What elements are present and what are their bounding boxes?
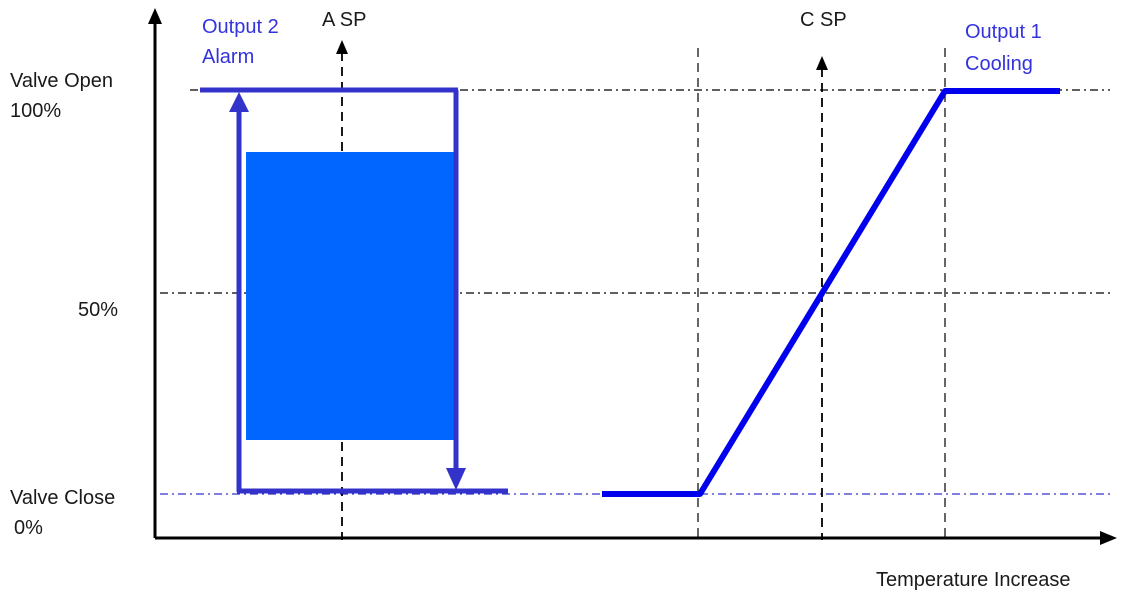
y-label-valve-open: Valve Open: [10, 70, 113, 92]
y-label-50: 50%: [78, 299, 118, 321]
cooling-output-line: [602, 88, 1060, 497]
y-label-valve-close: Valve Close: [10, 487, 115, 509]
a-sp-label: A SP: [322, 9, 366, 31]
x-axis-label: Temperature Increase: [876, 569, 1071, 591]
alarm-down-arrow-icon: [446, 468, 466, 490]
y-label-0: 0%: [14, 517, 43, 539]
y-label-100: 100%: [10, 100, 61, 122]
c-sp-label: C SP: [800, 9, 847, 31]
a-sp-arrow-icon: [336, 40, 348, 54]
output2-label-line2: Alarm: [202, 46, 254, 68]
output1-label-line1: Output 1: [965, 21, 1042, 43]
y-axis-arrow-icon: [148, 8, 162, 24]
alarm-up-arrow-icon: [229, 92, 249, 112]
alarm-fill-region: [246, 152, 454, 440]
output2-label-line1: Output 2: [202, 16, 279, 38]
c-sp-arrow-icon: [816, 56, 828, 70]
output1-label-line2: Cooling: [965, 53, 1033, 75]
x-axis-arrow-icon: [1100, 531, 1117, 545]
